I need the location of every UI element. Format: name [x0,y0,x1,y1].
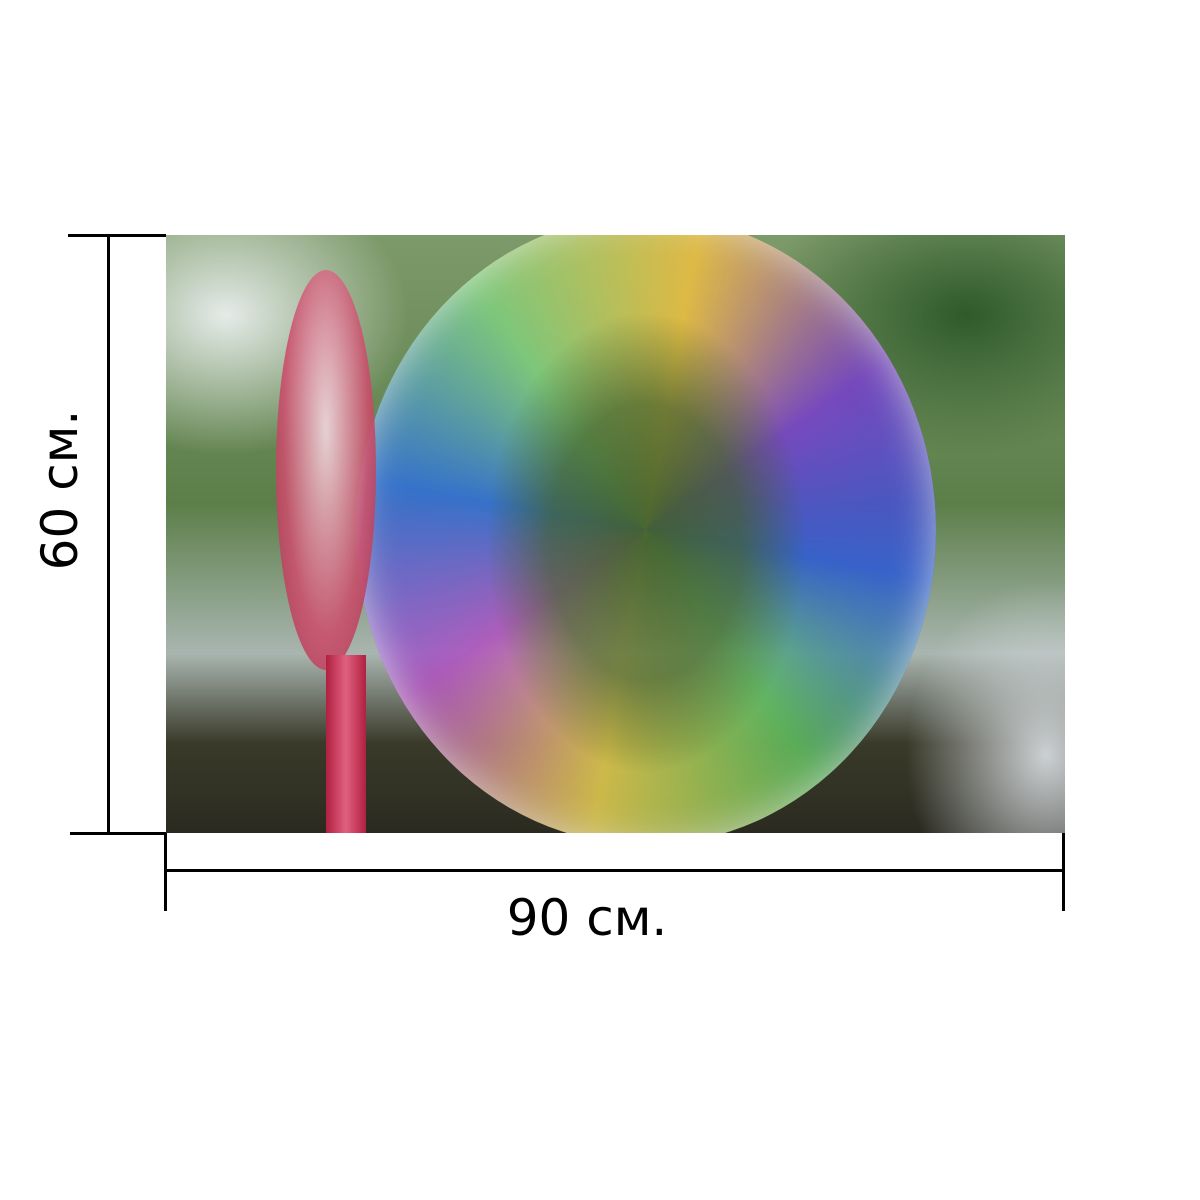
height-tick-bottom [70,832,166,835]
bubble-wand [276,270,376,670]
height-tick-top [68,234,166,237]
soap-bubble [356,235,936,833]
width-tick-right [1062,833,1065,911]
width-tick-left [164,833,167,911]
height-dimension-line [107,235,110,834]
product-photo-bubble [166,235,1065,833]
bubble-wand-handle [326,655,366,833]
width-dimension-line [166,869,1064,872]
height-label: 60 см. [31,409,89,571]
width-label: 90 см. [506,889,668,947]
